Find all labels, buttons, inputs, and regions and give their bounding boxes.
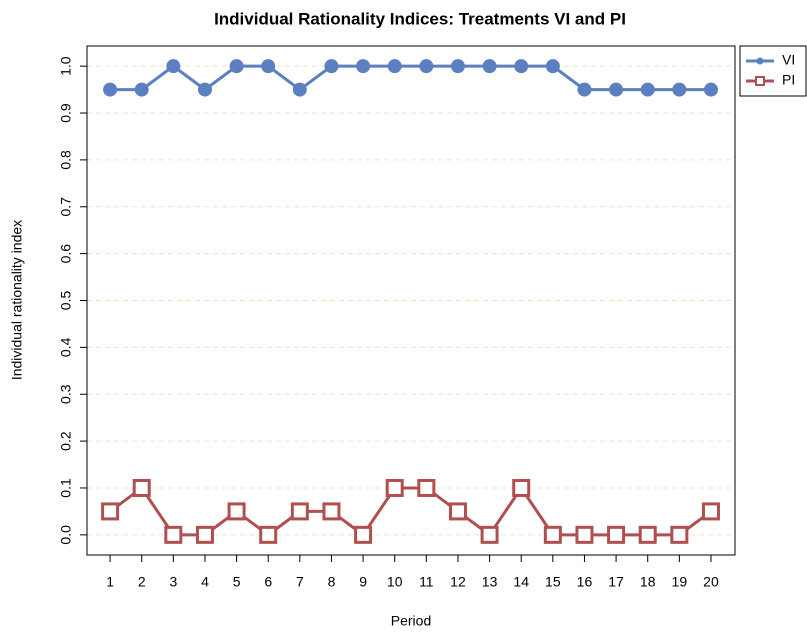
x-tick-label: 1 bbox=[106, 574, 114, 590]
point bbox=[640, 82, 655, 97]
point bbox=[419, 59, 434, 74]
point bbox=[543, 525, 562, 544]
point bbox=[672, 82, 687, 97]
legend-marker bbox=[755, 76, 765, 86]
x-tick-label: 8 bbox=[328, 574, 336, 590]
x-tick-label: 6 bbox=[264, 574, 272, 590]
point bbox=[324, 59, 339, 74]
point bbox=[703, 82, 718, 97]
x-tick-label: 19 bbox=[672, 574, 688, 590]
y-tick-label: 0.4 bbox=[58, 337, 74, 357]
x-tick-label: 15 bbox=[545, 574, 561, 590]
point bbox=[450, 59, 465, 74]
point bbox=[448, 502, 467, 521]
point bbox=[609, 82, 624, 97]
x-tick-label: 18 bbox=[640, 574, 656, 590]
y-tick-label: 1.0 bbox=[58, 56, 74, 76]
point bbox=[103, 82, 118, 97]
y-tick-label: 0.3 bbox=[58, 384, 74, 404]
y-tick-label: 0.9 bbox=[58, 103, 74, 123]
y-tick-label: 0.7 bbox=[58, 197, 74, 217]
point bbox=[292, 82, 307, 97]
point bbox=[514, 59, 529, 74]
x-tick-label: 7 bbox=[296, 574, 304, 590]
point bbox=[482, 59, 497, 74]
x-tick-label: 5 bbox=[233, 574, 241, 590]
x-tick-label: 3 bbox=[169, 574, 177, 590]
point bbox=[387, 59, 402, 74]
point bbox=[670, 525, 689, 544]
x-tick-label: 4 bbox=[201, 574, 209, 590]
legend-label: PI bbox=[782, 72, 795, 88]
x-tick-label: 13 bbox=[482, 574, 498, 590]
x-tick-label: 9 bbox=[359, 574, 367, 590]
point bbox=[701, 502, 720, 521]
y-tick-label: 0.0 bbox=[58, 525, 74, 545]
point bbox=[101, 502, 120, 521]
x-tick-label: 11 bbox=[419, 574, 434, 590]
legend-label: VI bbox=[782, 52, 795, 68]
point bbox=[197, 82, 212, 97]
point bbox=[417, 478, 436, 497]
point bbox=[164, 525, 183, 544]
point bbox=[385, 478, 404, 497]
point bbox=[545, 59, 560, 74]
point bbox=[322, 502, 341, 521]
x-tick-label: 14 bbox=[513, 574, 529, 590]
point bbox=[261, 59, 276, 74]
plot-frame bbox=[86, 45, 736, 556]
point bbox=[227, 502, 246, 521]
x-tick-label: 17 bbox=[608, 574, 624, 590]
y-tick-label: 0.1 bbox=[58, 478, 74, 498]
y-tick-label: 0.2 bbox=[58, 431, 74, 451]
legend-box bbox=[739, 45, 807, 97]
point bbox=[638, 525, 657, 544]
point bbox=[607, 525, 626, 544]
y-tick-label: 0.8 bbox=[58, 150, 74, 170]
point bbox=[229, 59, 244, 74]
point bbox=[480, 525, 499, 544]
point bbox=[577, 82, 592, 97]
x-axis-label: Period bbox=[391, 613, 431, 629]
legend: VI PI bbox=[739, 45, 807, 97]
point bbox=[354, 525, 373, 544]
x-tick-label: 2 bbox=[138, 574, 146, 590]
point bbox=[132, 478, 151, 497]
x-tick-label: 20 bbox=[703, 574, 719, 590]
point bbox=[290, 502, 309, 521]
point bbox=[134, 82, 149, 97]
x-tick-label: 16 bbox=[577, 574, 593, 590]
x-tick-label: 12 bbox=[450, 574, 466, 590]
legend-marker bbox=[756, 57, 764, 65]
x-tick-label: 10 bbox=[387, 574, 403, 590]
point bbox=[575, 525, 594, 544]
y-tick-label: 0.6 bbox=[58, 244, 74, 264]
y-axis-label: Individual rationality index bbox=[9, 220, 25, 380]
point bbox=[356, 59, 371, 74]
chart-title: Individual Rationality Indices: Treatmen… bbox=[214, 9, 626, 28]
point bbox=[259, 525, 278, 544]
y-tick-label: 0.5 bbox=[58, 291, 74, 311]
point bbox=[512, 478, 531, 497]
point bbox=[166, 59, 181, 74]
point bbox=[195, 525, 214, 544]
